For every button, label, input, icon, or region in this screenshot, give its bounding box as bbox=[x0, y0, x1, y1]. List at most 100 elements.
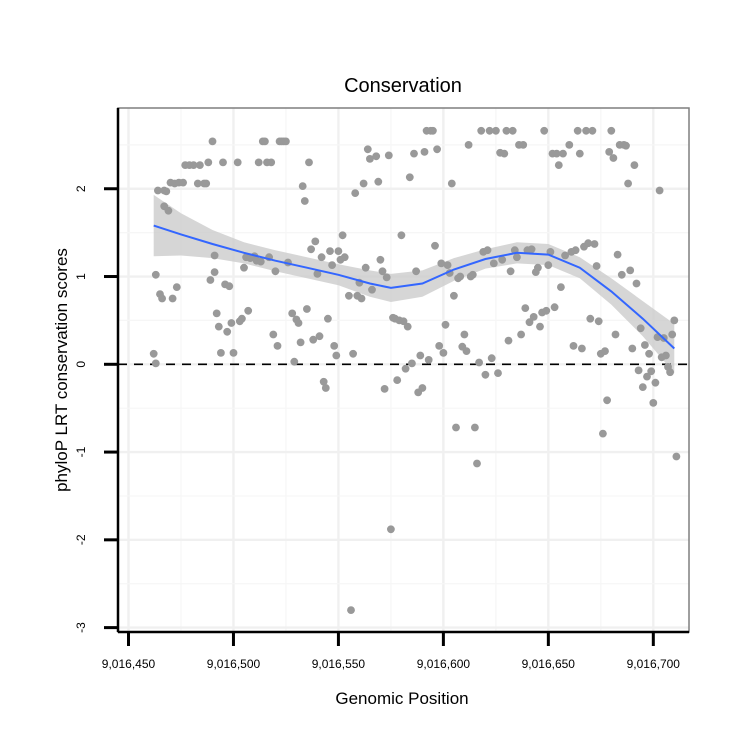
data-point bbox=[468, 270, 477, 279]
data-point bbox=[487, 354, 496, 363]
data-point bbox=[240, 263, 248, 272]
data-point bbox=[363, 145, 372, 154]
data-point bbox=[603, 396, 611, 405]
data-point bbox=[641, 341, 649, 349]
data-point bbox=[403, 322, 412, 331]
data-point bbox=[168, 294, 177, 303]
data-point bbox=[282, 137, 290, 146]
data-point bbox=[429, 126, 437, 135]
data-point bbox=[219, 158, 227, 167]
data-point bbox=[238, 314, 246, 323]
data-point bbox=[164, 206, 173, 215]
data-point bbox=[401, 364, 410, 373]
data-point bbox=[655, 186, 664, 195]
data-point bbox=[592, 262, 601, 270]
data-point bbox=[357, 294, 366, 303]
data-point bbox=[261, 137, 269, 146]
data-point bbox=[189, 161, 198, 170]
data-point bbox=[254, 158, 263, 167]
data-point bbox=[338, 231, 347, 240]
data-point bbox=[437, 259, 446, 268]
data-point bbox=[384, 151, 393, 160]
data-point bbox=[378, 267, 387, 276]
data-point bbox=[439, 349, 448, 357]
data-point bbox=[330, 342, 339, 350]
data-point bbox=[668, 330, 677, 339]
data-point bbox=[519, 141, 528, 149]
data-point bbox=[256, 257, 265, 266]
data-point bbox=[361, 263, 370, 272]
data-point bbox=[534, 263, 542, 272]
data-point bbox=[307, 245, 315, 254]
x-tick-label: 9,016,650 bbox=[522, 657, 576, 671]
x-tick-label: 9,016,450 bbox=[102, 657, 156, 671]
data-point bbox=[326, 247, 334, 256]
data-point bbox=[317, 253, 326, 262]
data-point bbox=[561, 251, 569, 260]
data-point bbox=[158, 294, 167, 303]
data-point bbox=[492, 126, 500, 135]
data-point bbox=[636, 324, 645, 333]
data-point bbox=[573, 126, 582, 135]
data-point bbox=[571, 246, 580, 255]
data-point bbox=[204, 158, 213, 167]
data-point bbox=[212, 309, 221, 318]
data-point bbox=[489, 259, 498, 268]
data-point bbox=[332, 351, 341, 360]
data-point bbox=[372, 152, 381, 161]
data-point bbox=[521, 304, 530, 312]
data-point bbox=[424, 356, 433, 364]
y-tick-label: 0 bbox=[74, 361, 88, 368]
data-point bbox=[376, 255, 385, 264]
data-point bbox=[193, 179, 202, 188]
data-point bbox=[460, 330, 469, 339]
data-point bbox=[513, 253, 521, 262]
data-point bbox=[617, 270, 626, 279]
data-point bbox=[408, 359, 416, 368]
data-point bbox=[611, 330, 620, 339]
data-point bbox=[431, 241, 439, 250]
data-point bbox=[443, 261, 452, 269]
chart-title: Conservation bbox=[344, 75, 462, 97]
data-point bbox=[447, 179, 456, 188]
data-point bbox=[162, 187, 171, 196]
data-point bbox=[412, 267, 420, 276]
data-point bbox=[172, 283, 181, 291]
y-tick-label: 1 bbox=[74, 273, 88, 280]
data-point bbox=[273, 342, 282, 350]
data-point bbox=[630, 161, 639, 170]
data-point bbox=[628, 344, 637, 353]
data-point bbox=[433, 145, 441, 154]
data-point bbox=[269, 330, 278, 339]
data-point bbox=[347, 606, 355, 614]
data-point bbox=[452, 423, 460, 432]
data-point bbox=[504, 336, 513, 345]
data-point bbox=[309, 335, 318, 344]
data-point bbox=[151, 359, 160, 368]
data-point bbox=[151, 270, 160, 279]
data-point bbox=[210, 268, 219, 276]
data-point bbox=[542, 306, 551, 315]
data-point bbox=[670, 316, 679, 325]
data-point bbox=[578, 344, 586, 353]
data-point bbox=[313, 270, 322, 278]
data-point bbox=[559, 149, 567, 158]
data-point bbox=[662, 351, 670, 360]
data-point bbox=[634, 366, 643, 375]
data-point bbox=[529, 313, 538, 321]
data-point bbox=[506, 267, 515, 276]
y-axis-title: phyloP LRT conservation scores bbox=[52, 248, 71, 492]
data-point bbox=[477, 126, 486, 135]
data-point bbox=[288, 309, 297, 318]
x-tick-label: 9,016,500 bbox=[207, 657, 261, 671]
data-point bbox=[481, 370, 490, 379]
data-point bbox=[475, 358, 483, 367]
y-tick-label: -1 bbox=[74, 446, 88, 457]
data-point bbox=[374, 177, 383, 186]
data-point bbox=[405, 173, 414, 182]
y-tick-label: -3 bbox=[74, 622, 88, 633]
data-point bbox=[599, 429, 607, 438]
data-point bbox=[557, 283, 565, 291]
x-tick-label: 9,016,700 bbox=[627, 657, 681, 671]
